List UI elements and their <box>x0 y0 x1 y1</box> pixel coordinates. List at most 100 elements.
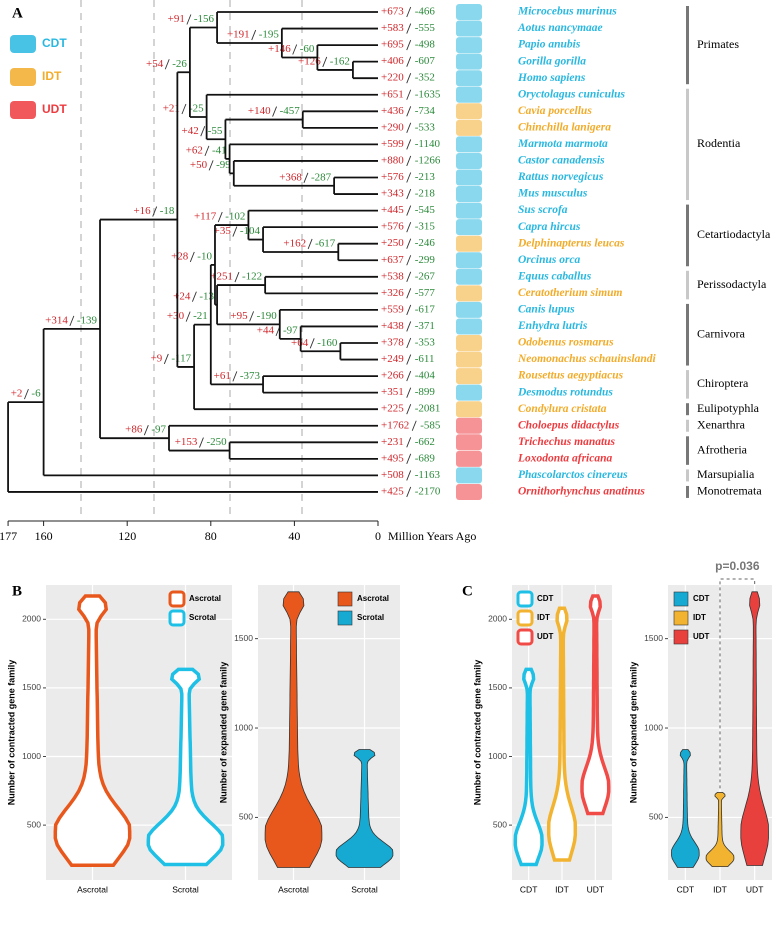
y-tick-label: 1500 <box>644 633 663 643</box>
gain-label: +16 <box>133 205 151 217</box>
x-tick-label: 40 <box>288 529 300 543</box>
loss-label: -104 <box>240 225 261 237</box>
violin <box>740 591 769 866</box>
separator <box>200 126 206 137</box>
gain-label: +91 <box>168 13 185 25</box>
silhouette <box>456 301 482 318</box>
y-axis-title: Number of contracted gene family <box>6 660 16 806</box>
loss-label: -2170 <box>415 485 441 497</box>
gain-label: +314 <box>45 314 68 326</box>
separator <box>406 89 412 100</box>
loss-label: -611 <box>415 353 435 365</box>
clade-bar <box>686 370 689 399</box>
gain-label: +343 <box>381 188 404 200</box>
species-name: Delphinapterus leucas <box>517 237 625 249</box>
separator <box>406 6 412 18</box>
loss-label: -577 <box>415 287 436 299</box>
gain-label: +54 <box>146 58 164 70</box>
gain-label: +368 <box>279 171 302 183</box>
legend-swatch <box>10 35 36 53</box>
y-axis-title: Number of expanded gene family <box>218 662 228 804</box>
gain-label: +140 <box>248 105 271 117</box>
species-name: Rattus norvegicus <box>517 171 604 183</box>
silhouette <box>456 202 482 219</box>
gain-label: +266 <box>381 370 404 382</box>
gain-label: +559 <box>381 303 404 315</box>
clade-label: Rodentia <box>697 136 741 150</box>
gain-label: +231 <box>381 436 404 448</box>
gain-label: +225 <box>381 403 404 415</box>
loss-label: -13 <box>199 290 214 302</box>
gain-label: +695 <box>381 39 404 51</box>
loss-label: -545 <box>415 204 436 216</box>
separator <box>406 404 412 415</box>
gain-label: +326 <box>381 287 404 299</box>
loss-label: -607 <box>415 55 436 67</box>
legend-key <box>516 628 534 646</box>
silhouette <box>456 368 482 385</box>
loss-label: -1635 <box>415 88 441 100</box>
violin <box>264 591 323 868</box>
legend-key <box>673 629 689 645</box>
silhouette <box>456 285 482 302</box>
gain-label: +191 <box>227 29 250 41</box>
silhouette <box>456 467 482 484</box>
gain-label: +576 <box>381 221 404 233</box>
silhouette <box>456 483 482 500</box>
gain-label: +220 <box>381 72 404 84</box>
species-name: Microcebus murinus <box>517 6 617 18</box>
separator <box>204 145 210 157</box>
y-tick-label: 2000 <box>488 614 507 624</box>
x-tick-label: Scrotal <box>351 884 378 894</box>
legend-key <box>673 591 689 607</box>
separator <box>406 486 412 498</box>
separator <box>234 271 240 283</box>
gain-label: +436 <box>381 105 404 117</box>
x-tick-label: IDT <box>555 884 569 894</box>
separator <box>406 155 412 167</box>
separator <box>232 371 238 382</box>
gain-label: +445 <box>381 204 404 216</box>
species-name: Oryctolagus cuniculus <box>518 88 626 100</box>
panel-label: B <box>12 583 22 599</box>
gain-label: +62 <box>186 144 203 156</box>
loss-label: -102 <box>225 211 245 223</box>
gain-label: +599 <box>381 138 404 150</box>
gain-label: +9 <box>151 352 163 364</box>
species-name: Ornithorhynchus anatinus <box>518 486 645 498</box>
loss-label: -25 <box>189 103 204 115</box>
separator <box>406 387 412 398</box>
species-name: Chinchilla lanigera <box>518 121 611 133</box>
silhouette <box>456 70 482 87</box>
species-name: Sus scrofa <box>518 204 568 216</box>
gain-label: +251 <box>210 271 233 283</box>
gain-label: +28 <box>171 250 189 262</box>
y-tick-label: 2000 <box>22 614 41 624</box>
gain-label: +290 <box>381 121 404 133</box>
separator <box>272 106 278 117</box>
loss-label: -617 <box>315 238 336 250</box>
separator <box>406 122 412 134</box>
species-name: Canis lupus <box>518 304 575 316</box>
separator <box>406 56 412 67</box>
gain-label: +673 <box>381 6 404 18</box>
gain-label: +508 <box>381 469 404 481</box>
separator <box>406 288 412 299</box>
clade-label: Carnivora <box>697 326 746 340</box>
separator <box>406 337 412 349</box>
separator <box>406 205 412 216</box>
loss-label: -41 <box>212 144 227 156</box>
y-tick-label: 1000 <box>488 751 507 761</box>
separator <box>69 315 75 327</box>
y-tick-label: 500 <box>239 812 253 822</box>
separator <box>163 353 169 365</box>
separator <box>406 370 412 382</box>
legend-key <box>516 609 534 627</box>
separator <box>181 103 187 115</box>
gain-label: +95 <box>230 310 248 322</box>
silhouette <box>456 119 482 136</box>
legend-label: CDT <box>537 594 554 603</box>
clade-bar <box>686 485 689 498</box>
x-tick-label: UDT <box>746 884 763 894</box>
separator <box>406 139 412 150</box>
